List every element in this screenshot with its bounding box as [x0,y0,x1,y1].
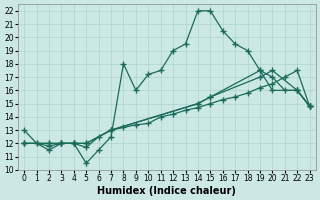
X-axis label: Humidex (Indice chaleur): Humidex (Indice chaleur) [98,186,236,196]
